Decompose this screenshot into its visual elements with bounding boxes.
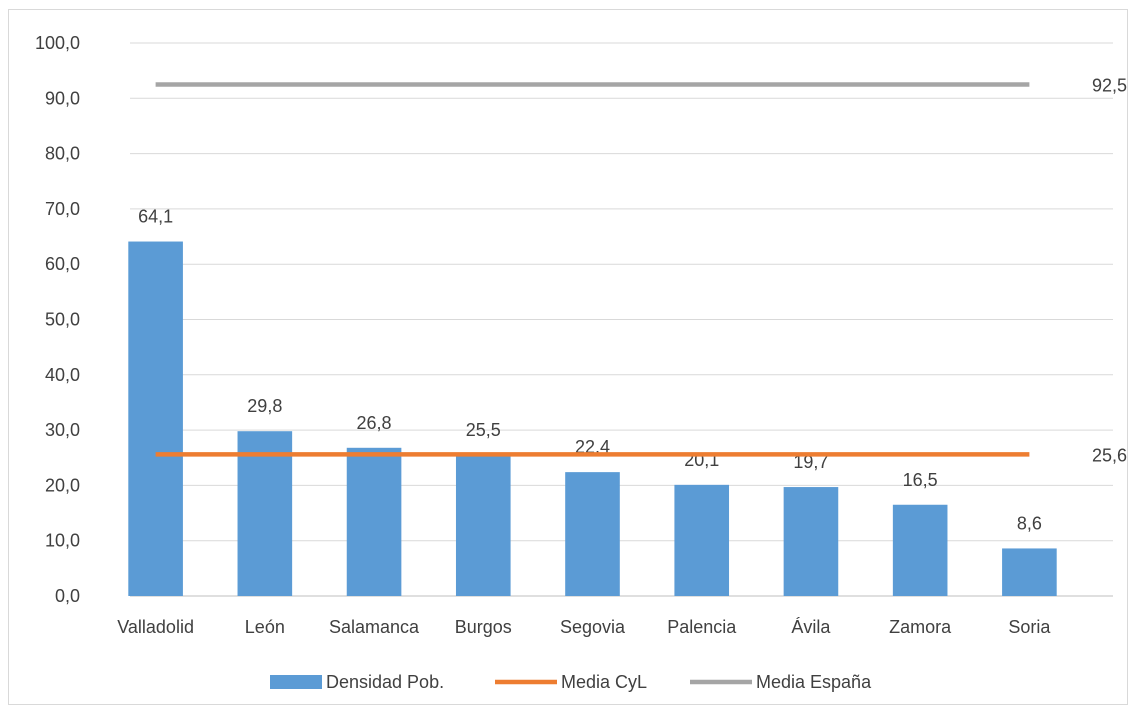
x-axis-labels: Valladolid León Salamanca Burgos Segovia Pale… <box>117 617 1051 637</box>
y-tick-label: 90,0 <box>45 88 80 108</box>
bar-data-label: 16,5 <box>903 470 938 490</box>
bar <box>565 472 620 596</box>
bar-data-label: 25,5 <box>466 420 501 440</box>
bar <box>128 241 183 597</box>
reference-line-label: 92,5 <box>1092 75 1127 95</box>
y-tick-label: 70,0 <box>45 199 80 219</box>
x-tick-label: Zamora <box>889 617 952 637</box>
bar <box>892 504 948 596</box>
x-tick-label: Soria <box>1008 617 1051 637</box>
legend-swatch <box>270 675 322 689</box>
legend-label: Media CyL <box>561 672 647 692</box>
x-tick-label: Valladolid <box>117 617 194 637</box>
bar <box>1002 548 1057 596</box>
y-tick-label: 50,0 <box>45 310 80 330</box>
x-tick-label: Burgos <box>455 617 512 637</box>
legend-label: Media España <box>756 672 872 692</box>
x-tick-label: Ávila <box>791 617 831 637</box>
gridlines <box>130 42 1113 597</box>
bar-data-label: 19,7 <box>793 452 828 472</box>
bar <box>674 484 730 596</box>
bar-data-label: 26,8 <box>357 413 392 433</box>
legend: Densidad Pob. Media CyL Media España <box>270 672 872 692</box>
y-tick-label: 10,0 <box>45 531 80 551</box>
legend-label: Densidad Pob. <box>326 672 444 692</box>
y-tick-label: 60,0 <box>45 254 80 274</box>
bar <box>237 431 293 596</box>
x-tick-label: Segovia <box>560 617 626 637</box>
bar-data-label: 8,6 <box>1017 513 1042 533</box>
x-tick-label: Palencia <box>667 617 737 637</box>
bar-data-label: 64,1 <box>138 207 173 227</box>
bar-data-label: 22,4 <box>575 437 610 457</box>
y-tick-label: 0,0 <box>55 586 80 606</box>
bar-data-label: 29,8 <box>247 396 282 416</box>
y-axis-ticks: 0,0 10,0 20,0 30,0 40,0 50,0 60,0 70,0 80,0 90,0 1… <box>35 33 80 606</box>
reference-lines: 25,6 92,5 <box>155 75 1127 465</box>
y-tick-label: 40,0 <box>45 365 80 385</box>
bar <box>455 454 511 596</box>
bar <box>346 447 402 596</box>
y-tick-label: 100,0 <box>35 33 80 53</box>
y-tick-label: 20,0 <box>45 475 80 495</box>
x-tick-label: León <box>245 617 285 637</box>
bar-data-labels: 64,129,826,8 25,522,420,1 19,716,58,6 <box>138 207 1042 534</box>
reference-line-label: 25,6 <box>1092 445 1127 465</box>
y-tick-label: 30,0 <box>45 420 80 440</box>
y-tick-label: 80,0 <box>45 144 80 164</box>
x-tick-label: Salamanca <box>329 617 420 637</box>
bars <box>128 241 1057 597</box>
bar <box>783 487 839 596</box>
